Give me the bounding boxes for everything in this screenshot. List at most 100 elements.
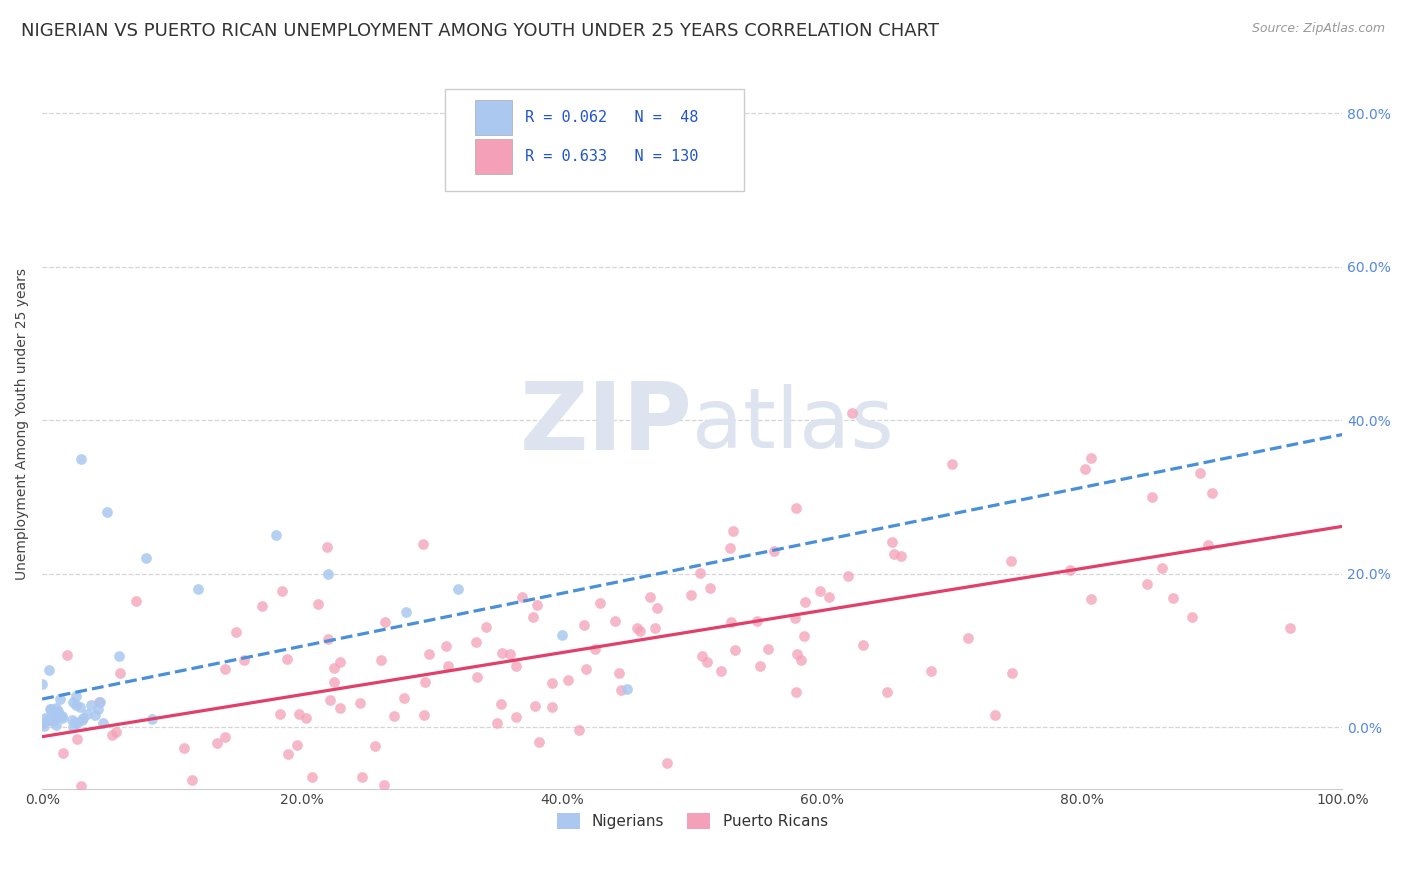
Point (505, 710, 527, 724)
Point (62, 720, 84, 734)
Point (527, 735, 550, 749)
Point (710, 664, 733, 678)
Point (96, 505, 118, 519)
Point (793, 595, 815, 609)
Point (920, 664, 942, 678)
Point (607, 666, 630, 681)
Point (616, 681, 638, 696)
Point (42, 714, 65, 728)
Point (489, 698, 512, 712)
Point (491, 647, 513, 661)
Point (316, 632, 339, 647)
Point (62, 694, 84, 708)
Point (56, 648, 79, 662)
Point (1140, 490, 1163, 504)
Point (329, 656, 352, 670)
Point (51, 708, 73, 723)
Point (790, 652, 813, 666)
Point (31, 677, 53, 691)
Y-axis label: Unemployment Among Youth under 25 years: Unemployment Among Youth under 25 years (15, 268, 30, 580)
Point (382, 709, 405, 723)
Point (70, 713, 93, 727)
Point (434, 639, 457, 653)
Point (475, 620, 498, 634)
Point (745, 614, 768, 628)
Point (718, 541, 741, 556)
Point (373, 778, 395, 792)
Point (720, 615, 742, 629)
Point (557, 673, 579, 688)
Point (465, 670, 488, 684)
Point (644, 621, 666, 635)
Point (723, 524, 745, 538)
Point (38, 712, 60, 726)
Point (1080, 591, 1102, 606)
Point (70, 451, 93, 466)
Point (214, 730, 236, 744)
Point (890, 549, 912, 563)
Point (45, 718, 67, 732)
Point (276, 652, 298, 666)
Point (69, 699, 91, 714)
Point (250, 599, 273, 613)
Point (437, 658, 460, 673)
Point (785, 610, 807, 624)
Point (205, 736, 228, 750)
Point (107, 649, 129, 664)
Point (48, 691, 70, 706)
Point (763, 543, 786, 558)
Text: Source: ZipAtlas.com: Source: ZipAtlas.com (1251, 22, 1385, 36)
Point (42, 714, 65, 728)
Point (66, 732, 89, 747)
Point (696, 655, 718, 669)
Point (412, 536, 434, 550)
Point (1163, 591, 1185, 606)
Point (72, 711, 94, 725)
Point (370, 653, 392, 667)
Point (63, 714, 86, 729)
Point (1000, 553, 1022, 567)
Point (225, 625, 247, 640)
Point (329, 700, 352, 714)
Point (277, 747, 299, 761)
Point (135, 551, 157, 566)
Text: ZIP: ZIP (519, 378, 692, 470)
Point (285, 738, 308, 752)
Point (173, 740, 195, 755)
Point (786, 647, 808, 661)
Point (32, 716, 55, 731)
Point (319, 692, 342, 706)
Point (724, 643, 747, 657)
Point (395, 605, 418, 619)
Point (32, 718, 55, 732)
Point (349, 696, 371, 710)
Point (756, 642, 779, 657)
Point (412, 708, 434, 723)
Point (322, 674, 344, 689)
Point (876, 685, 898, 699)
Point (603, 615, 626, 629)
FancyBboxPatch shape (475, 139, 512, 174)
Point (551, 628, 574, 642)
Point (91, 715, 114, 730)
Text: R = 0.062   N =  48: R = 0.062 N = 48 (524, 110, 697, 125)
Point (1188, 466, 1211, 480)
Text: atlas: atlas (692, 384, 894, 465)
Point (1181, 609, 1204, 624)
Point (560, 788, 582, 802)
Point (541, 700, 564, 714)
Point (984, 708, 1007, 723)
Point (80, 698, 103, 712)
Point (46, 706, 69, 721)
Point (51, 711, 73, 725)
Point (46, 704, 69, 718)
Point (1136, 577, 1159, 591)
Point (316, 541, 339, 555)
Point (785, 501, 807, 516)
Point (583, 641, 606, 656)
Point (418, 647, 440, 661)
Point (316, 566, 339, 581)
Point (264, 528, 287, 542)
Point (610, 682, 633, 697)
Point (447, 582, 470, 596)
